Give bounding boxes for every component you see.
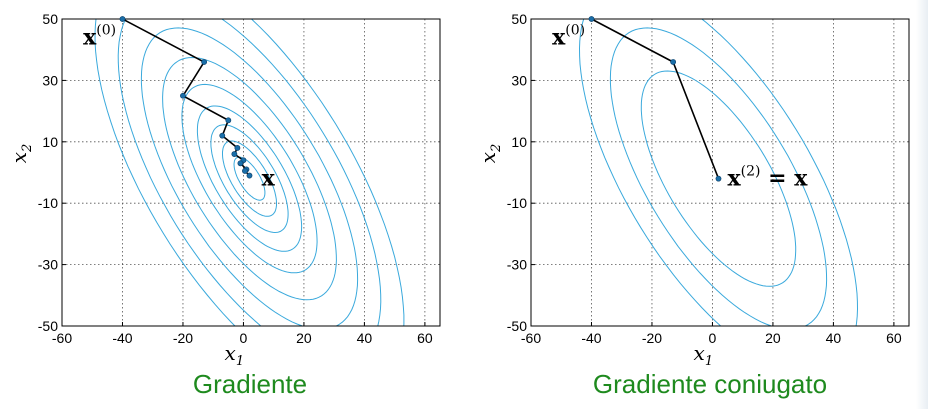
contour-ellipse	[117, 19, 382, 326]
x-tick-label: 60	[886, 330, 902, 346]
iterate-point	[231, 151, 238, 157]
plot-frame	[530, 18, 910, 327]
contour-ellipse	[196, 105, 303, 252]
x-tick-label: 20	[296, 330, 312, 346]
iterate-point	[242, 168, 248, 174]
iterate-point	[219, 132, 226, 139]
x-tick-label: 40	[357, 330, 373, 346]
iterate-point	[670, 59, 677, 65]
iterate-point	[715, 175, 722, 182]
y-axis-label: x2	[476, 144, 504, 164]
y-tick-label: 30	[511, 72, 527, 88]
iterate-point	[246, 172, 253, 179]
plot-frame	[61, 18, 441, 327]
x-tick-label: 40	[826, 330, 842, 346]
y-tick-label: 30	[42, 72, 58, 88]
iterate-point	[225, 117, 232, 124]
y-tick-label: -10	[507, 195, 527, 211]
y-axis-label: x2	[7, 144, 35, 164]
x-tick-label: -40	[112, 330, 132, 346]
y-tick-label: 50	[511, 11, 527, 27]
iterate-path	[591, 18, 720, 179]
iterate-point	[588, 16, 595, 22]
chart-gradiente-coniugato: -60 -40 -20 0 20 40 60 50 30 10 -10 -30 -50 x1 x2 x(0) x…	[476, 11, 910, 369]
x-tick-label: -60	[521, 330, 541, 346]
x-tick-label: 0	[240, 330, 248, 346]
contour-lines	[578, 19, 859, 326]
x-axis-label: x1	[225, 341, 245, 369]
caption-gradiente-coniugato: Gradiente coniugato	[592, 369, 828, 399]
contour-ellipse	[210, 124, 289, 234]
contour-ellipse	[140, 27, 359, 326]
x-tick-label: -40	[581, 330, 601, 346]
y-tick-label: 10	[511, 134, 527, 150]
caption-gradiente: Gradiente	[192, 369, 308, 399]
y-tick-label: 10	[42, 134, 58, 150]
x-tick-label: 20	[765, 330, 781, 346]
x-tick-label: 0	[709, 330, 717, 346]
y-tick-label: -10	[38, 195, 58, 211]
point-annotation: x	[262, 166, 276, 192]
iterate-point	[180, 92, 186, 99]
point-annotation: x(0)	[83, 22, 116, 50]
iterate-path	[122, 18, 251, 177]
contour-ellipse	[94, 19, 405, 326]
y-tick-label: -30	[507, 257, 527, 273]
iterate-point	[119, 16, 126, 22]
contour-ellipse	[578, 19, 859, 326]
x-tick-label: -20	[173, 330, 193, 346]
y-tick-label: -50	[507, 318, 527, 334]
y-tick-label: -50	[38, 318, 58, 334]
contour-ellipse	[609, 27, 828, 326]
contour-ellipse	[233, 156, 266, 201]
iterate-point	[234, 145, 241, 151]
contour-ellipse	[162, 56, 337, 301]
iterate-point	[237, 160, 244, 167]
chart-gradiente: -60 -40 -20 0 20 40 60 50 30 10 -10 -30 -50 x1 x2 x(0) x	[7, 11, 441, 369]
contour-ellipse	[222, 140, 277, 217]
x-tick-label: -60	[52, 330, 72, 346]
contour-ellipse	[640, 70, 797, 287]
y-tick-label: -30	[38, 257, 58, 273]
x-axis-label: x1	[694, 341, 714, 369]
y-tick-label: 50	[42, 11, 58, 27]
iterate-point	[201, 59, 208, 65]
x-tick-label: -20	[642, 330, 662, 346]
contour-ellipse	[181, 83, 318, 274]
x-tick-label: 60	[417, 330, 433, 346]
point-annotation: x(2) = x	[728, 164, 809, 192]
point-annotation: x(0)	[552, 22, 585, 50]
slide-edge-shadow	[916, 0, 928, 409]
